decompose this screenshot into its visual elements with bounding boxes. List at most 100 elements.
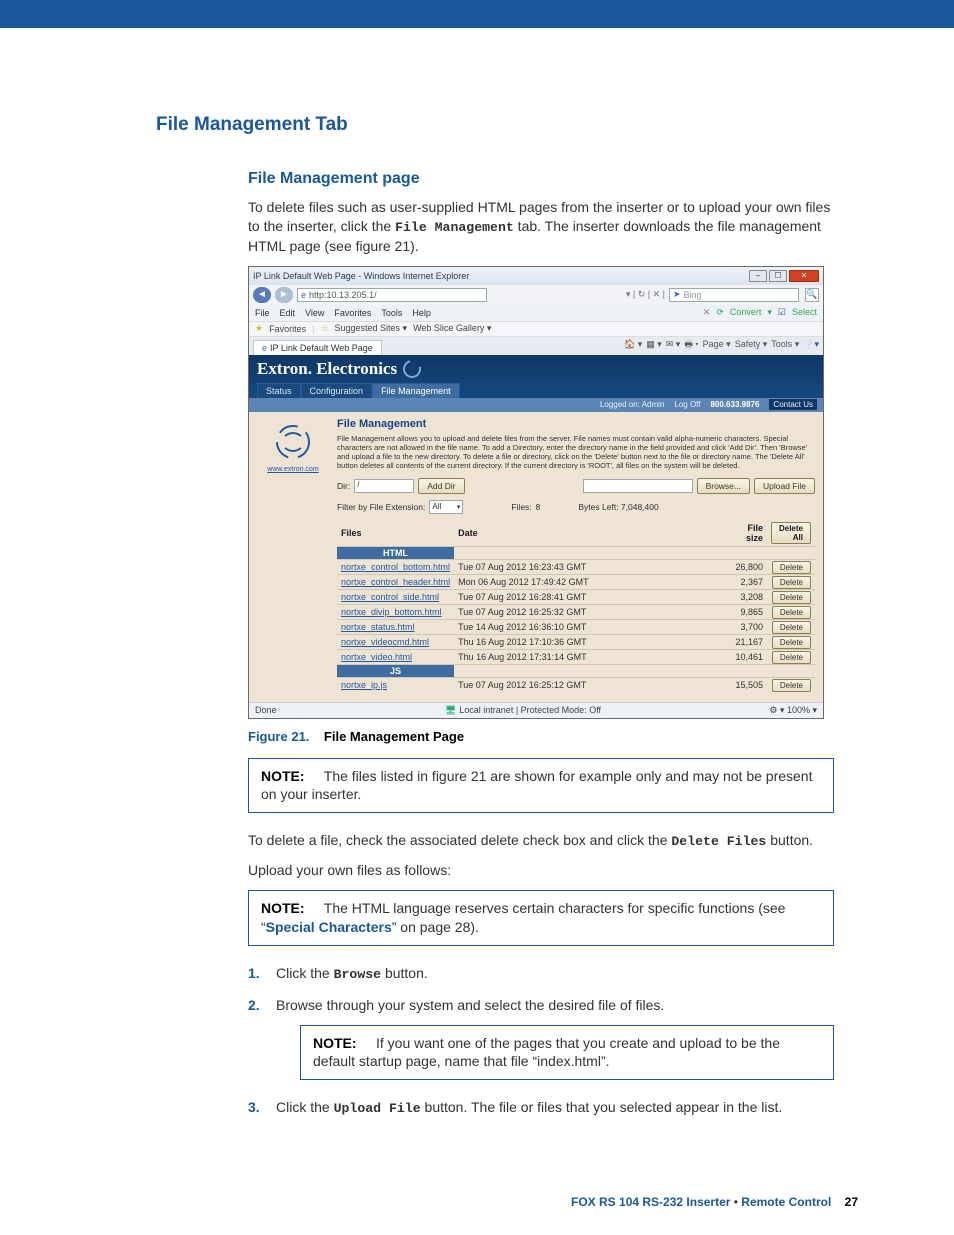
feed-icon[interactable]: ▦ ▾ (646, 339, 662, 350)
file-size-cell: 3,208 (731, 589, 767, 604)
fav-item-icon: ☆ (320, 323, 328, 334)
delete-button[interactable]: Delete (772, 561, 811, 574)
file-date-cell: Tue 07 Aug 2012 16:28:41 GMT (454, 589, 731, 604)
contact-us-link[interactable]: Contact Us (769, 399, 817, 410)
maximize-button[interactable]: ☐ (769, 270, 787, 282)
browser-window-figure: IP Link Default Web Page - Windows Inter… (248, 266, 824, 719)
address-bar-row: ◄ ► e http: 10.13.205.1/ ▾ | ↻ | ✕ | ➤ B… (249, 285, 823, 305)
file-name-cell: nortxe_control_side.html (337, 589, 454, 604)
delete-button[interactable]: Delete (772, 651, 811, 664)
extron-subbar: Logged on: Admin Log Off 800.633.9876 Co… (249, 398, 823, 412)
page-footer: FOX RS 104 RS-232 Inserter • Remote Cont… (571, 1195, 858, 1209)
add-dir-button[interactable]: Add Dir (418, 478, 464, 494)
home-icon[interactable]: 🏠 ▾ (624, 339, 642, 350)
select-label[interactable]: Select (792, 307, 817, 318)
file-link[interactable]: nortxe_control_bottom.html (341, 562, 450, 572)
logoff-link[interactable]: Log Off (674, 400, 700, 409)
fav-webslice[interactable]: Web Slice Gallery ▾ (413, 323, 491, 334)
file-date-cell: Tue 14 Aug 2012 16:36:10 GMT (454, 619, 731, 634)
menu-tools[interactable]: Tools (381, 308, 402, 318)
print-icon[interactable]: 🖶 ▾ (684, 337, 698, 353)
step2-text: Browse through your system and select th… (276, 997, 664, 1013)
tools-menu[interactable]: Tools ▾ (771, 339, 799, 350)
delete-button[interactable]: Delete (772, 679, 811, 692)
file-link[interactable]: nortxe_divip_bottom.html (341, 607, 442, 617)
step-3: 3. Click the Upload File button. The fil… (248, 1098, 834, 1118)
help-icon[interactable]: ❔▾ (803, 339, 819, 350)
delete-button[interactable]: Delete (772, 576, 811, 589)
col-size: File size (731, 520, 767, 547)
file-date-cell: Tue 07 Aug 2012 16:25:32 GMT (454, 604, 731, 619)
delete-button[interactable]: Delete (772, 591, 811, 604)
delete-button[interactable]: Delete (772, 636, 811, 649)
menu-favorites[interactable]: Favorites (334, 308, 371, 318)
delete-para-b: button. (766, 832, 813, 848)
fav-suggested[interactable]: Suggested Sites ▾ (335, 323, 408, 334)
browser-tab[interactable]: e IP Link Default Web Page (253, 340, 382, 355)
figure-title: File Management Page (324, 729, 464, 744)
file-link[interactable]: nortxe_status.html (341, 622, 415, 632)
menu-view[interactable]: View (305, 308, 324, 318)
search-hint: Bing (684, 290, 702, 300)
note-box-1: NOTE: The files listed in figure 21 are … (248, 758, 834, 814)
delete-button[interactable]: Delete (772, 621, 811, 634)
filter-select[interactable]: All▾ (429, 500, 463, 514)
page-menu[interactable]: Page ▾ (703, 339, 731, 350)
table-row: nortxe_ip.js Tue 07 Aug 2012 16:25:12 GMT… (337, 677, 815, 692)
note2-link[interactable]: Special Characters (266, 919, 392, 935)
bytes-left: Bytes Left: 7,048,400 (578, 502, 658, 512)
tab-configuration[interactable]: Configuration (301, 383, 373, 398)
delete-button[interactable]: Delete (772, 606, 811, 619)
table-row: nortxe_status.html Tue 14 Aug 2012 16:36:… (337, 619, 815, 634)
file-link[interactable]: nortxe_control_header.html (341, 577, 450, 587)
page-toolbar: 🏠 ▾ ▦ ▾ ✉ ▾ 🖶 ▾ Page ▾ Safety ▾ Tools ▾ … (624, 337, 819, 355)
file-size-cell: 10,461 (731, 649, 767, 664)
delete-all-button[interactable]: Delete All (771, 522, 811, 544)
menu-help[interactable]: Help (412, 308, 431, 318)
table-row: nortxe_divip_bottom.html Tue 07 Aug 2012 … (337, 604, 815, 619)
intro-mono: File Management (395, 220, 514, 235)
group-row-js: JS (337, 664, 815, 677)
file-date-cell: Mon 06 Aug 2012 17:49:42 GMT (454, 574, 731, 589)
upload-path-input[interactable] (583, 479, 693, 493)
url-field[interactable]: e http: 10.13.205.1/ (297, 288, 487, 302)
close-button[interactable]: ✕ (789, 270, 819, 282)
tab-file-management[interactable]: File Management (372, 383, 460, 398)
file-name-cell: nortxe_control_bottom.html (337, 559, 454, 574)
back-button[interactable]: ◄ (253, 287, 271, 303)
browse-button[interactable]: Browse... (697, 478, 750, 494)
upload-file-button[interactable]: Upload File (754, 478, 815, 494)
safety-menu[interactable]: Safety ▾ (735, 339, 768, 350)
file-link[interactable]: nortxe_ip.js (341, 680, 387, 690)
table-row: nortxe_control_header.html Mon 06 Aug 201… (337, 574, 815, 589)
protected-icon: ⚙ ▾ (769, 705, 787, 715)
menu-file[interactable]: File (255, 308, 270, 318)
dir-input[interactable]: / (354, 479, 414, 493)
zoom-label: 100% ▾ (787, 705, 817, 715)
phone-number: 800.633.9876 (710, 400, 759, 409)
search-go-button[interactable]: 🔍 (805, 288, 819, 302)
table-header-row: Files Date File size Delete All (337, 520, 815, 547)
file-date-cell: Tue 07 Aug 2012 16:25:12 GMT (454, 677, 731, 692)
favorites-label[interactable]: Favorites (269, 324, 306, 334)
footer-product: FOX RS 104 RS-232 Inserter (571, 1195, 730, 1209)
table-row: nortxe_videocmd.htmlThu 16 Aug 2012 17:1… (337, 634, 815, 649)
note3-label: NOTE: (313, 1035, 357, 1051)
file-link[interactable]: nortxe_control_side.html (341, 592, 439, 602)
extron-url-link[interactable]: www.extron.com (253, 466, 333, 473)
minimize-button[interactable]: – (749, 270, 767, 282)
tab-status[interactable]: Status (257, 383, 301, 398)
col-files: Files (337, 520, 454, 547)
file-link[interactable]: nortxe_video.html (341, 652, 412, 662)
filter-label: Filter by File Extension: (337, 502, 425, 512)
favorites-star-icon[interactable]: ★ (255, 323, 263, 334)
mail-icon[interactable]: ✉ ▾ (666, 339, 681, 350)
file-size-cell: 2,367 (731, 574, 767, 589)
tab-row: e IP Link Default Web Page 🏠 ▾ ▦ ▾ ✉ ▾ 🖶… (249, 337, 823, 355)
convert-label[interactable]: Convert (730, 307, 762, 318)
file-link[interactable]: nortxe_videocmd.html (341, 637, 429, 647)
group-html-label: HTML (337, 546, 454, 559)
menu-edit[interactable]: Edit (280, 308, 296, 318)
search-field[interactable]: ➤ Bing (669, 288, 799, 302)
forward-button[interactable]: ► (275, 287, 293, 303)
